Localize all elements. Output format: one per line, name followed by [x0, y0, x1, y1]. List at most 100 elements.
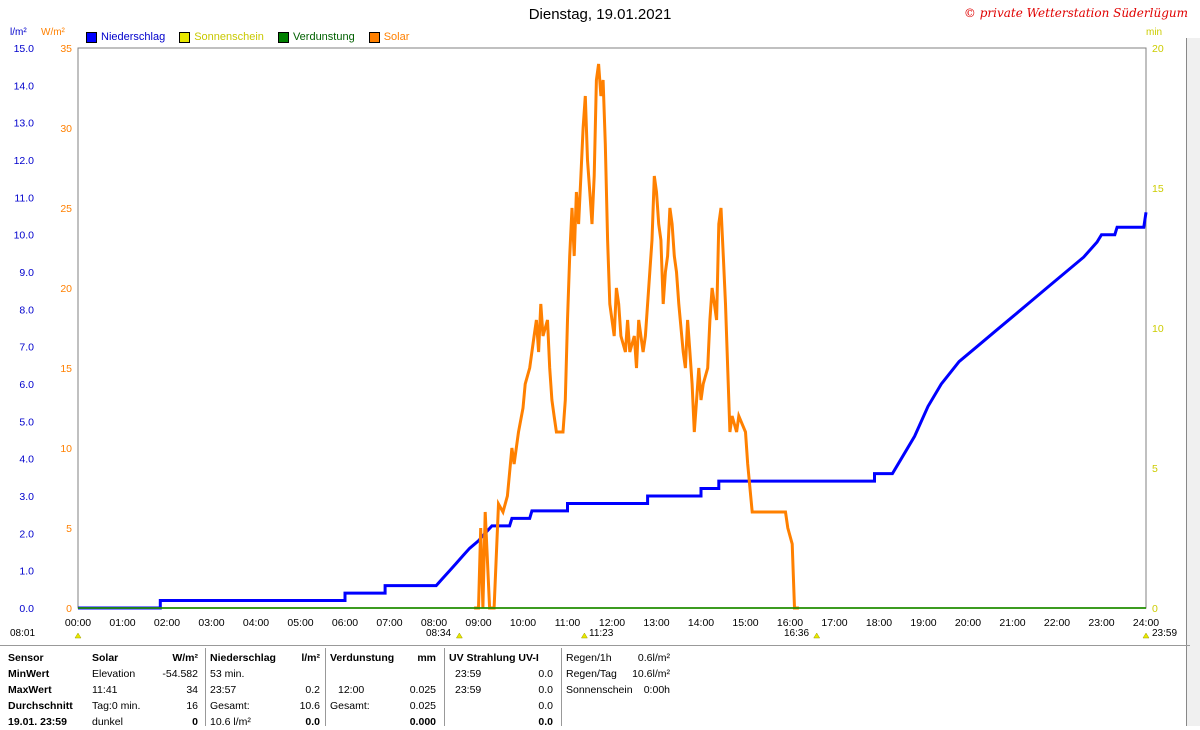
precip-header: Niederschlag: [210, 652, 276, 664]
misc-value: 0.6l/m²: [637, 652, 670, 664]
x-tick-label: 17:00: [821, 617, 847, 629]
y-tick-precip: 12.0: [14, 155, 35, 167]
legend-label: Niederschlag: [101, 31, 166, 43]
unit-sun: min: [1146, 27, 1163, 38]
solar-value: -54.582: [162, 668, 198, 680]
x-tick-label: 03:00: [198, 617, 224, 629]
x-tick-label: 04:00: [243, 617, 269, 629]
misc-cell: Regen/Tag: [566, 668, 617, 680]
series-line-niederschlag: [78, 212, 1148, 610]
solar-header: Solar: [92, 652, 119, 664]
solar-value: 16: [186, 700, 198, 712]
stats-precip: Niederschlag l/m² 53 min. 23:57 0.2 Gesamt…: [205, 648, 324, 728]
y-tick-precip: 14.0: [14, 80, 35, 92]
x-tick-label: 14:00: [688, 617, 714, 629]
y-tick-precip: 4.0: [19, 454, 34, 466]
x-tick-label: 23:00: [1088, 617, 1114, 629]
x-tick-label: 05:00: [287, 617, 313, 629]
y-tick-precip: 11.0: [14, 192, 34, 204]
solar-value: 0: [192, 716, 198, 728]
uv-value: 0.0: [538, 716, 553, 728]
x-tick-label: 24:00: [1133, 617, 1159, 629]
stats-uv: UV Strahlung UV-I 23:59 0.0 23:59 0.0 0.0 …: [444, 648, 557, 728]
time-marker: [1142, 632, 1150, 639]
x-tick-label: 13:00: [643, 617, 669, 629]
precip-cell: 10.6 l/m²: [210, 716, 251, 728]
misc-cell: Sonnenschein: [566, 684, 633, 696]
stats-label: MinWert: [8, 668, 50, 680]
y-tick-sun: 15: [1152, 183, 1164, 195]
misc-value: 0:00h: [643, 684, 670, 696]
legend-swatch: [277, 31, 289, 43]
y-tick-precip: 6.0: [19, 379, 34, 391]
x-tick-label: 15:00: [732, 617, 758, 629]
uv-value: 0.0: [538, 668, 553, 680]
y-tick-precip: 9.0: [19, 267, 34, 279]
stats-label: 19.01. 23:59: [8, 716, 67, 728]
y-tick-solar: 30: [60, 123, 72, 135]
precip-value: 0.0: [305, 716, 320, 728]
y-tick-solar: 25: [60, 203, 72, 215]
stats-solar: Solar W/m² Elevation -54.582 11:41 34 Tag:0…: [88, 648, 202, 728]
solar-cell: dunkel: [92, 716, 123, 728]
time-marker: [455, 632, 463, 639]
x-tick-label: 22:00: [1044, 617, 1070, 629]
y-tick-solar: 35: [60, 43, 72, 55]
legend-swatch: [179, 31, 191, 43]
time-marker: [580, 632, 588, 639]
x-tick-label: 02:00: [154, 617, 180, 629]
time-marker: [813, 632, 821, 639]
x-tick-label: 16:00: [777, 617, 803, 629]
legend-swatch: [368, 31, 380, 43]
stats-misc: Regen/1h 0.6l/m² Regen/Tag 10.6l/m² Sonnen…: [561, 648, 674, 726]
unit-precip: l/m²: [10, 27, 27, 38]
series-line-solar: [474, 63, 799, 610]
stats-label: MaxWert: [8, 684, 52, 696]
x-tick-label: 07:00: [376, 617, 402, 629]
y-tick-solar: 0: [66, 603, 72, 615]
time-marker: [74, 632, 82, 639]
y-tick-precip: 0.0: [19, 603, 34, 615]
y-tick-precip: 5.0: [19, 416, 34, 428]
x-tick-label: 18:00: [866, 617, 892, 629]
chart-ticks: 00:00 01:00 02:00 03:00 04:00 05:00 06:00 07:00…: [14, 43, 1164, 639]
x-tick-label: 19:00: [910, 617, 936, 629]
y-tick-precip: 15.0: [14, 43, 35, 55]
y-tick-sun: 10: [1152, 323, 1164, 335]
legend-label: Solar: [383, 31, 410, 43]
uv-value: 0.0: [538, 684, 553, 696]
x-tick-label: 21:00: [999, 617, 1025, 629]
scrollbar-right[interactable]: [1186, 38, 1200, 726]
chart-series: [78, 63, 1148, 610]
stats-label: Sensor: [8, 652, 44, 664]
evap-value: 0.000: [409, 716, 436, 728]
legend-swatch: [86, 31, 97, 43]
evap-header: Verdunstung: [330, 652, 395, 664]
y-tick-precip: 7.0: [19, 342, 34, 354]
precip-value: 10.6: [299, 700, 320, 712]
y-tick-solar: 10: [60, 443, 72, 455]
stats-separator: [0, 645, 1190, 646]
y-tick-precip: 13.0: [14, 118, 35, 130]
precip-cell: Gesamt:: [210, 700, 250, 712]
precip-unit: l/m²: [301, 652, 320, 664]
marker-sunset: 16:36: [784, 628, 810, 639]
y-tick-solar: 5: [66, 523, 72, 535]
marker-max: 11:23: [589, 628, 614, 639]
marker-sunrise: 08:34: [426, 628, 452, 639]
y-tick-sun: 20: [1152, 43, 1164, 55]
y-tick-precip: 3.0: [19, 491, 34, 503]
evap-cell: Gesamt:: [330, 700, 370, 712]
uv-cell: 23:59: [455, 668, 482, 680]
x-tick-label: 10:00: [510, 617, 536, 629]
y-tick-precip: 8.0: [19, 304, 34, 316]
x-tick-label: 12:00: [599, 617, 625, 629]
x-tick-label: 09:00: [465, 617, 491, 629]
credit-text: © private Wetterstation Süderlügum: [963, 6, 1188, 20]
marker-left: 08:01: [10, 628, 36, 639]
legend-item-verdunstung: Verdunstung: [277, 31, 355, 43]
uv-value: 0.0: [538, 700, 553, 712]
legend-item-sonnenschein: Sonnenschein: [179, 31, 264, 43]
y-tick-sun: 0: [1152, 603, 1158, 615]
